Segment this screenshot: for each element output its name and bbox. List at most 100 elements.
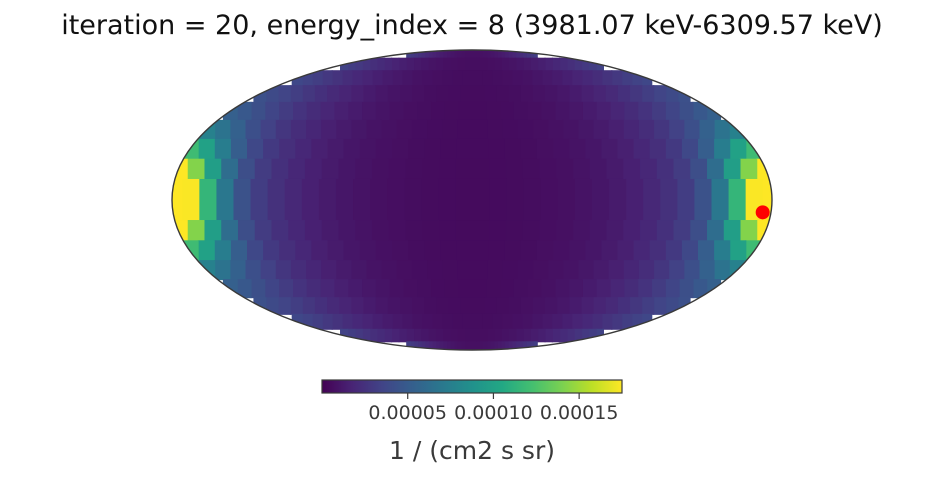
map-cell	[698, 119, 715, 140]
map-cell	[244, 260, 261, 281]
map-cell	[459, 297, 473, 315]
map-cell	[456, 57, 466, 72]
map-cell	[637, 101, 653, 121]
map-cell	[692, 279, 708, 299]
map-cell	[456, 260, 473, 281]
map-cell	[537, 57, 546, 72]
map-cell	[213, 138, 231, 160]
map-cell	[326, 85, 340, 103]
map-cell	[592, 119, 609, 140]
map-cell	[435, 50, 440, 59]
map-cell	[485, 279, 501, 299]
map-cell	[488, 178, 507, 201]
map-cell	[521, 220, 540, 242]
map-cell	[541, 70, 553, 87]
map-cell	[374, 138, 392, 160]
map-cell	[566, 328, 575, 343]
map-cell	[511, 50, 517, 59]
map-cell	[471, 220, 490, 242]
map-cell	[439, 138, 457, 160]
map-cell	[471, 313, 483, 330]
map-cell	[535, 138, 554, 160]
map-cell	[637, 119, 655, 140]
map-cell	[522, 57, 531, 72]
map-cell	[577, 260, 594, 281]
map-cell	[495, 297, 509, 315]
map-cell	[471, 328, 480, 343]
map-cell	[511, 70, 523, 87]
map-cell	[447, 297, 461, 315]
map-cell	[391, 70, 403, 87]
map-cell	[482, 341, 488, 350]
map-cell	[352, 199, 371, 222]
map-cell	[713, 119, 730, 140]
map-cell	[529, 50, 535, 59]
map-cell	[588, 220, 607, 242]
map-cell	[454, 199, 473, 222]
map-cell	[421, 313, 433, 330]
map-cell	[236, 220, 255, 242]
map-cell	[539, 178, 558, 201]
map-cell	[551, 328, 561, 343]
map-cell	[672, 220, 691, 242]
map-cell	[326, 138, 344, 160]
map-cell	[427, 328, 436, 343]
map-cell	[420, 178, 439, 201]
map-cell	[483, 297, 497, 315]
map-cell	[739, 220, 758, 242]
map-cell	[270, 158, 289, 180]
map-cell	[420, 199, 439, 222]
map-cell	[449, 341, 455, 350]
map-cell	[493, 341, 498, 350]
map-cell	[522, 341, 527, 350]
map-cell	[601, 313, 613, 330]
map-cell	[424, 341, 429, 350]
map-cell	[229, 138, 247, 160]
map-cell	[244, 119, 261, 140]
map-cell	[404, 158, 423, 180]
map-boundary	[171, 49, 773, 351]
map-cell	[456, 50, 462, 59]
map-cell	[405, 57, 415, 72]
map-cell	[374, 297, 388, 315]
map-cell	[454, 158, 473, 180]
map-cell	[417, 50, 422, 59]
map-cell	[489, 341, 495, 350]
map-cell	[249, 178, 268, 201]
map-cell	[294, 138, 312, 160]
map-cell	[358, 138, 376, 160]
map-cell	[289, 260, 307, 281]
map-cell	[491, 70, 503, 87]
map-cell	[354, 158, 372, 180]
map-cell	[413, 341, 419, 350]
map-cell	[500, 50, 506, 59]
map-cell	[544, 328, 553, 343]
map-cell	[515, 50, 520, 59]
map-cell	[342, 240, 360, 262]
map-cell	[398, 85, 412, 103]
map-cell	[471, 119, 488, 140]
map-cell	[262, 240, 280, 262]
map-cell	[431, 70, 443, 87]
map-cell	[420, 341, 426, 350]
map-cell	[609, 279, 625, 299]
map-cell	[198, 199, 217, 222]
map-cell	[430, 101, 445, 121]
map-cell	[453, 341, 458, 350]
map-cell	[283, 199, 302, 222]
map-cell	[423, 85, 437, 103]
map-cell	[689, 158, 708, 180]
map-cell	[562, 260, 579, 281]
map-cell	[236, 158, 255, 180]
map-cell	[303, 158, 322, 180]
map-cell	[532, 85, 546, 103]
map-cell	[651, 279, 666, 299]
map-cell	[678, 101, 694, 121]
map-cell	[693, 178, 712, 201]
map-cell	[525, 50, 531, 59]
map-cell	[354, 57, 363, 72]
map-cell	[220, 220, 238, 242]
map-cell	[380, 260, 397, 281]
map-cell	[451, 70, 463, 87]
map-cell	[413, 57, 422, 72]
